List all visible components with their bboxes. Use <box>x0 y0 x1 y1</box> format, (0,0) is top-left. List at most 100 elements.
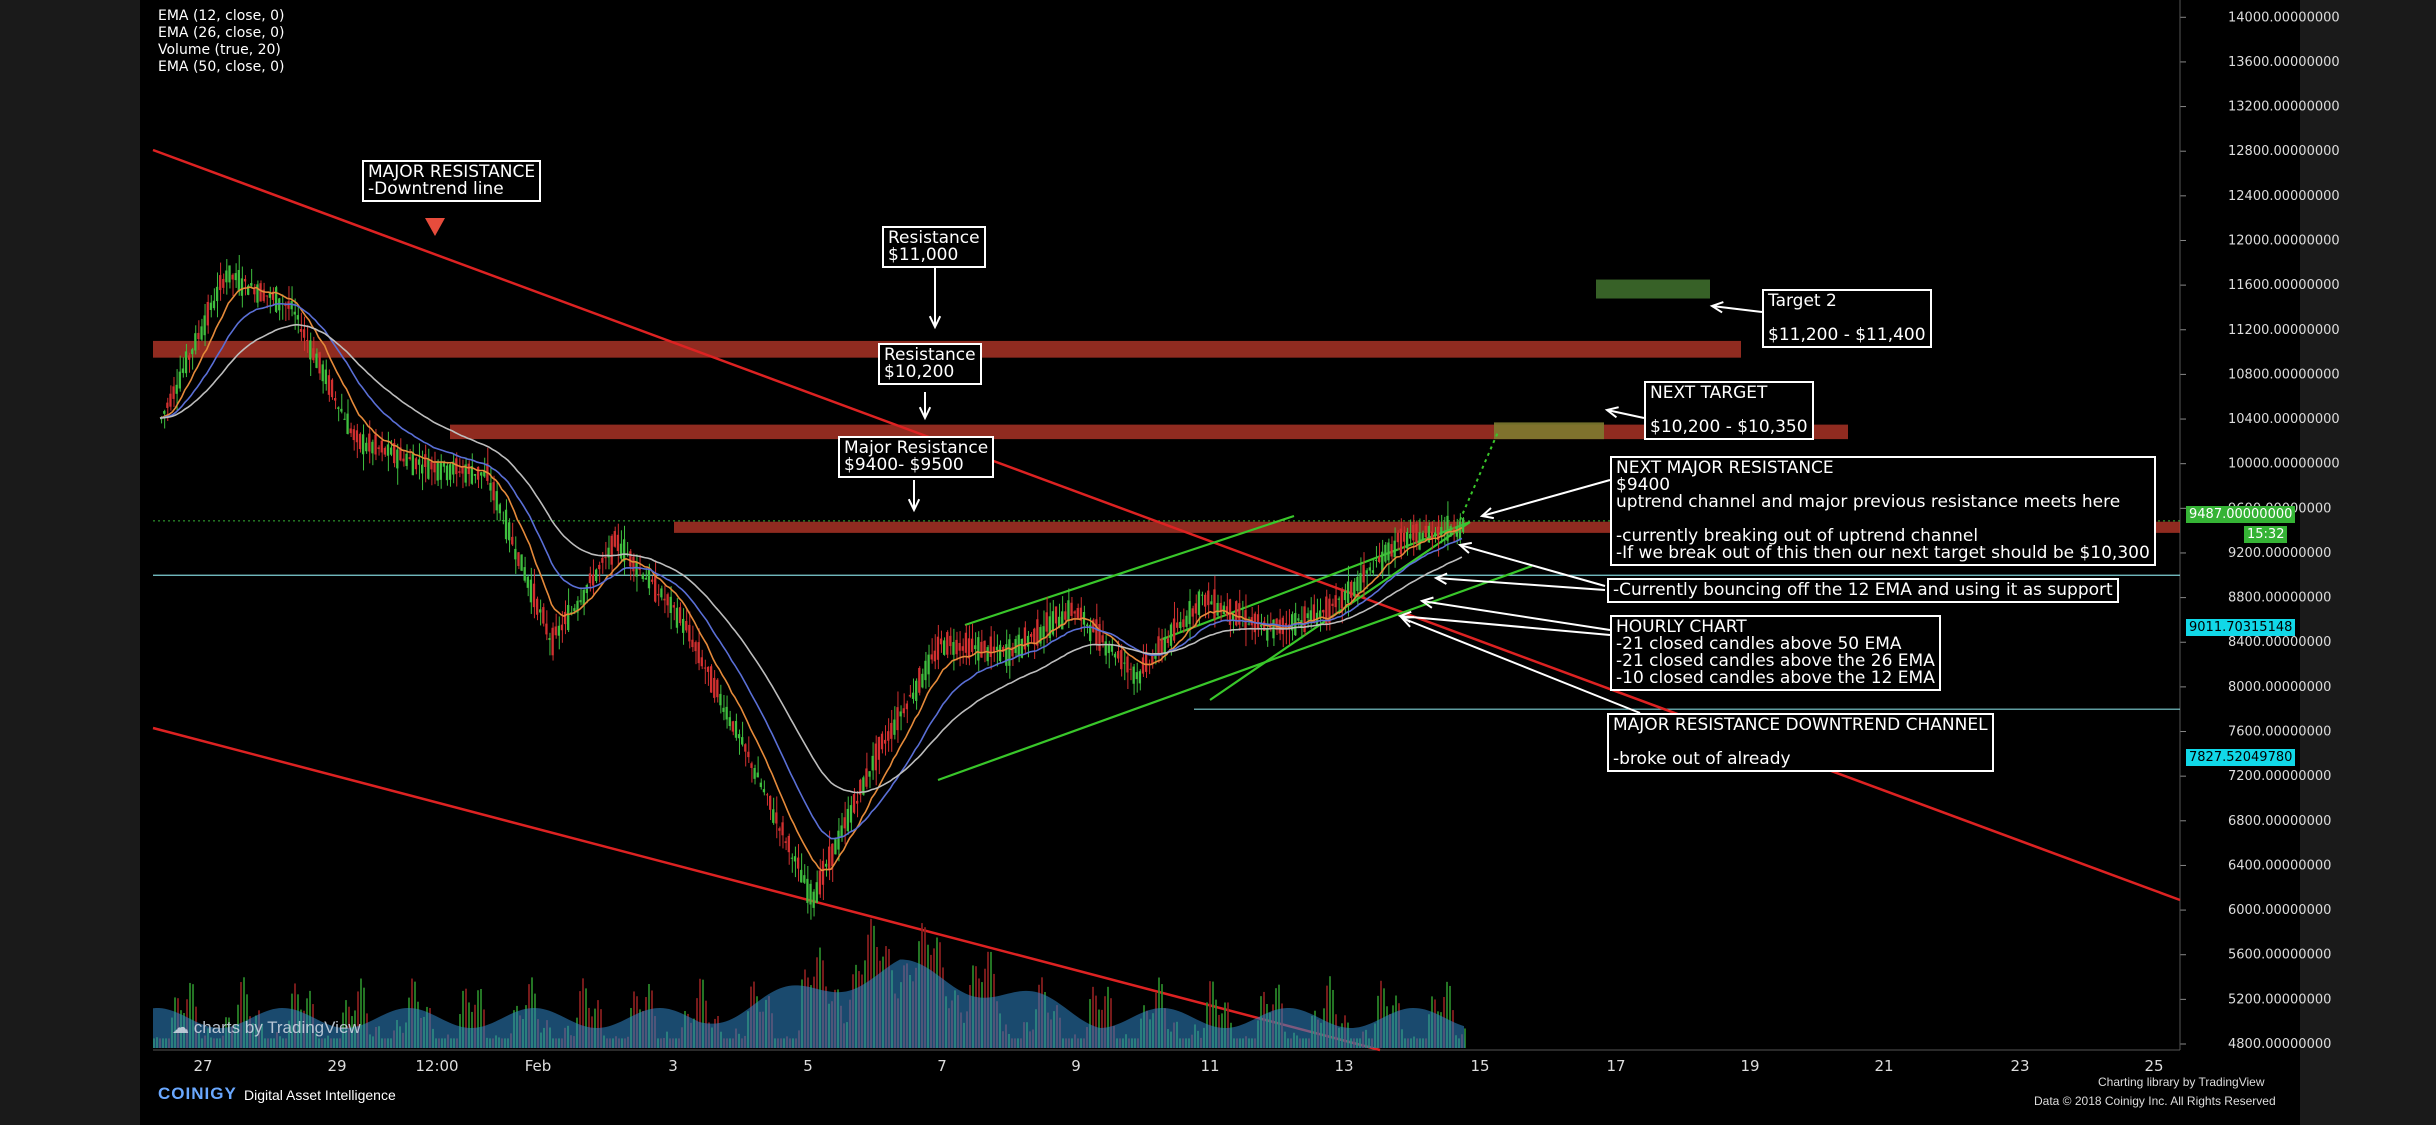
candle-body <box>203 315 206 336</box>
candle-body <box>967 638 971 659</box>
annotation-bouncing: -Currently bouncing off the 12 EMA and u… <box>1607 578 2119 603</box>
candle-body <box>1054 606 1058 624</box>
y-tick-label: 13200.00000000 <box>2228 100 2340 115</box>
candle-body <box>1064 611 1067 620</box>
candle-body <box>1113 653 1117 658</box>
candle-body <box>678 607 682 624</box>
candle-body <box>691 639 694 648</box>
volume-bar <box>240 982 242 1048</box>
candle-body <box>1259 624 1263 627</box>
coinigy-logo: COINIGY <box>158 1084 237 1103</box>
candle-body <box>737 734 741 739</box>
indicator-legend: EMA (12, close, 0) EMA (26, close, 0) Vo… <box>158 8 284 76</box>
candle-body <box>616 534 620 552</box>
candle-body <box>1079 607 1083 621</box>
candle-body <box>1393 540 1396 558</box>
candle-body <box>650 579 654 582</box>
candle-body <box>436 461 439 481</box>
candle-body <box>1269 625 1272 630</box>
candle-body <box>1350 581 1353 598</box>
candle-body <box>765 794 769 796</box>
y-tick-label: 8400.00000000 <box>2228 635 2331 650</box>
volume-bar <box>465 988 467 1048</box>
x-tick-label: 5 <box>803 1057 813 1075</box>
candle-body <box>560 624 564 631</box>
candle-body <box>231 274 234 280</box>
candle-body <box>601 557 604 563</box>
candle-body <box>265 295 268 297</box>
candle-body <box>514 548 517 560</box>
candle-body <box>197 332 200 340</box>
candle-body <box>998 644 1002 662</box>
candle-body <box>1371 570 1375 573</box>
candle-body <box>706 666 710 672</box>
arrow-res-9400-head <box>907 498 921 513</box>
candle-body <box>1331 603 1334 606</box>
x-tick-label: 21 <box>1874 1057 1893 1075</box>
candle-body <box>657 593 660 596</box>
y-tick-label: 4800.00000000 <box>2228 1037 2331 1052</box>
candle-body <box>414 458 418 470</box>
arrow-next-target <box>1606 409 1645 419</box>
candle-body <box>1002 646 1005 652</box>
candle-body <box>1381 551 1384 573</box>
candle-body <box>166 402 169 408</box>
candle-body <box>995 646 999 651</box>
candle-body <box>1104 641 1107 656</box>
candle-body <box>321 364 324 382</box>
candle-body <box>318 352 321 374</box>
volume-bar <box>1464 1028 1466 1048</box>
candle-body <box>1387 542 1390 561</box>
candle-body <box>1042 626 1045 638</box>
candle-body <box>1172 618 1176 641</box>
candle-body <box>933 650 936 662</box>
volume-bar <box>597 1000 599 1048</box>
arrow-res-11000-head <box>928 315 942 330</box>
candle-body <box>604 557 607 559</box>
candle-body <box>1312 604 1316 623</box>
candle-body <box>1039 627 1042 644</box>
candle-body <box>274 287 278 312</box>
candle-body <box>1048 616 1051 639</box>
candle-body <box>393 443 396 464</box>
candle-body <box>1437 526 1440 541</box>
candle-body <box>365 442 368 452</box>
candle-body <box>846 808 849 832</box>
candle-body <box>647 569 651 589</box>
arrow-target2-head <box>1709 301 1724 314</box>
candle-body <box>209 302 213 311</box>
price-tag-countdown: 15:32 <box>2244 526 2288 543</box>
candle-body <box>1076 608 1079 619</box>
candle-body <box>461 467 464 474</box>
candle-body <box>268 292 272 298</box>
y-tick-label: 6000.00000000 <box>2228 903 2331 918</box>
candle-body <box>302 329 306 338</box>
candle-body <box>1089 624 1092 642</box>
candle-body <box>902 708 905 714</box>
volume-bar <box>1446 981 1448 1048</box>
candle-body <box>225 270 228 283</box>
candle-body <box>489 482 492 491</box>
candle-body <box>529 579 533 603</box>
candle-body <box>194 333 197 351</box>
legend-ema50: EMA (50, close, 0) <box>158 59 285 75</box>
volume-bar <box>1107 986 1109 1048</box>
candle-body <box>1322 609 1325 613</box>
candle-body <box>806 878 809 903</box>
copyright-note: Data © 2018 Coinigy Inc. All Rights Rese… <box>2034 1094 2276 1108</box>
candle-body <box>1384 544 1387 562</box>
candle-body <box>361 434 365 455</box>
candle-body <box>237 269 240 292</box>
candle-body <box>849 805 853 823</box>
candle-body <box>713 677 716 698</box>
candle-body <box>349 428 352 434</box>
candle-body <box>716 679 719 698</box>
candle-body <box>1461 518 1465 532</box>
candle-body <box>629 551 632 567</box>
candle-body <box>1110 644 1114 652</box>
candle-body <box>495 491 498 511</box>
candle-body <box>638 567 641 570</box>
candle-body <box>1452 528 1455 531</box>
candle-body <box>1073 611 1076 614</box>
